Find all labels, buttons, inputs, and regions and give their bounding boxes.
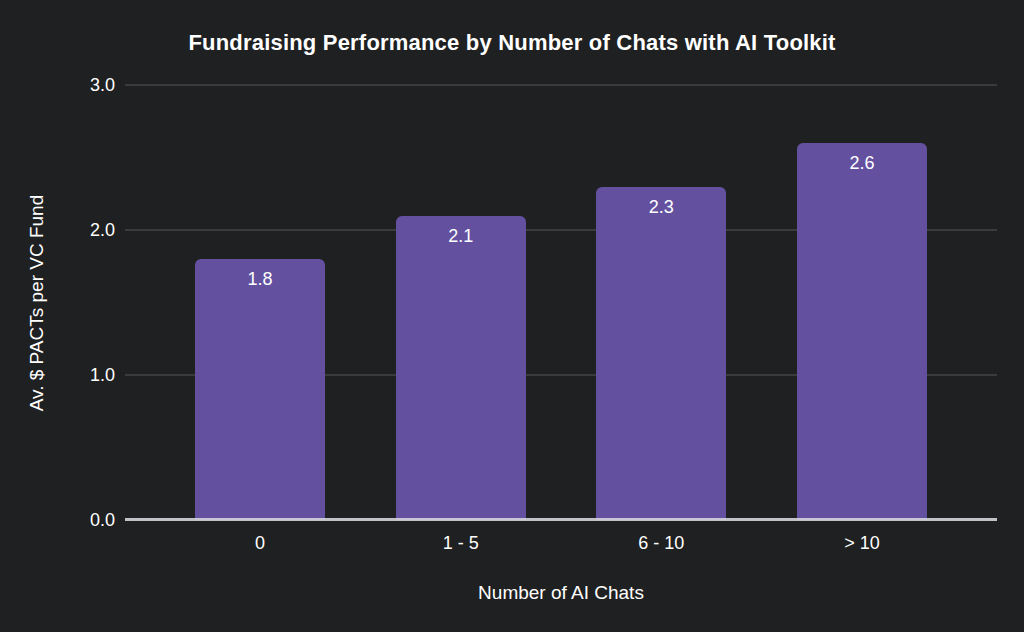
y-tick-label: 3.0	[90, 76, 115, 94]
y-tick-label: 1.0	[90, 366, 115, 384]
y-tick-label: 0.0	[90, 511, 115, 529]
bar: 2.6	[797, 143, 927, 520]
bar-value-label: 2.1	[396, 216, 526, 247]
x-axis-line	[125, 518, 997, 521]
y-tick-label: 2.0	[90, 221, 115, 239]
bar: 2.3	[596, 187, 726, 521]
plot-area: 1.80 2.11 - 5 2.36 - 10 2.6> 10	[125, 85, 997, 520]
x-tick-label: > 10	[844, 533, 880, 554]
bar-chart-figure: Fundraising Performance by Number of Cha…	[0, 0, 1024, 632]
bar-value-label: 2.3	[596, 187, 726, 218]
bar-slot: 2.11 - 5	[396, 85, 526, 520]
x-tick-label: 0	[255, 533, 265, 554]
bar-slot: 1.80	[195, 85, 325, 520]
x-axis-title: Number of AI Chats	[125, 582, 997, 604]
bar: 1.8	[195, 259, 325, 520]
bar: 2.1	[396, 216, 526, 521]
y-axis-tick-labels: 0.01.02.03.0	[0, 85, 115, 520]
bar-slot: 2.36 - 10	[596, 85, 726, 520]
x-tick-label: 1 - 5	[443, 533, 479, 554]
bar-slot: 2.6> 10	[797, 85, 927, 520]
bar-value-label: 1.8	[195, 259, 325, 290]
bars-row: 1.80 2.11 - 5 2.36 - 10 2.6> 10	[195, 85, 927, 520]
x-tick-label: 6 - 10	[638, 533, 684, 554]
chart-title: Fundraising Performance by Number of Cha…	[0, 30, 1024, 56]
bar-value-label: 2.6	[797, 143, 927, 174]
